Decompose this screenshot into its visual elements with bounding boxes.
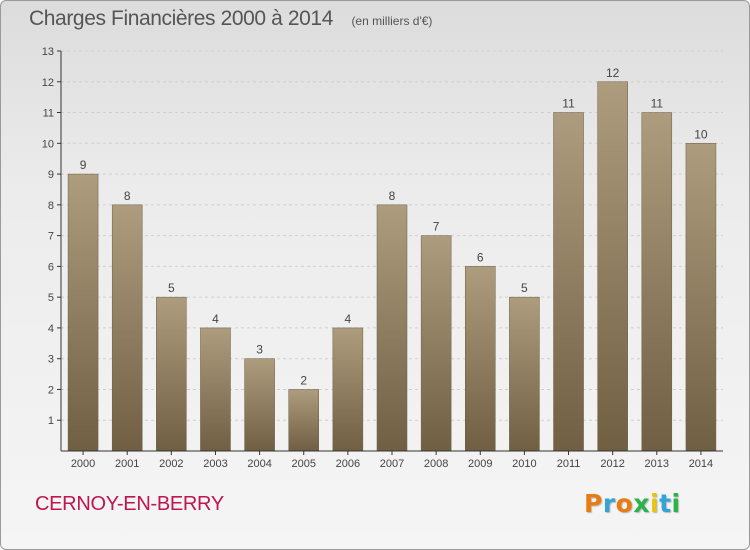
value-label: 5	[168, 281, 175, 295]
y-tick-label: 3	[48, 354, 54, 366]
bar-2001	[111, 204, 143, 452]
x-tick-label: 2010	[512, 458, 536, 470]
logo-letter: i	[671, 489, 681, 518]
value-label: 11	[562, 97, 575, 111]
y-tick-label: 9	[48, 169, 54, 181]
x-tick-label: 2000	[71, 458, 95, 470]
y-tick-label: 8	[48, 200, 54, 212]
value-label: 11	[651, 97, 664, 111]
bar-2014	[685, 143, 717, 452]
value-label: 3	[256, 343, 263, 357]
y-tick-label: 5	[48, 292, 54, 304]
title-row: Charges Financières 2000 à 2014 (en mill…	[29, 7, 432, 31]
commune-name: CERNOY-EN-BERRY	[35, 493, 224, 515]
bar-2011	[553, 112, 584, 452]
bar-2003	[200, 327, 231, 452]
bar-2008	[420, 235, 452, 452]
y-tick-label: 2	[48, 384, 54, 396]
chart-title: Charges Financières 2000 à 2014	[29, 7, 333, 30]
bar-2000	[67, 173, 99, 452]
bars: 9 8 5 4 3 2 4 8 7 6 5 11 12 11 10	[67, 66, 717, 452]
bar-2007	[376, 204, 408, 452]
value-label: 2	[300, 373, 307, 387]
value-label: 5	[521, 281, 528, 295]
y-tick-label: 4	[48, 323, 54, 335]
bar-2013	[641, 112, 673, 452]
value-label: 10	[694, 127, 708, 141]
y-tick-label: 1	[48, 415, 54, 427]
value-label: 4	[345, 312, 352, 326]
x-tick-label: 2008	[424, 458, 448, 470]
value-label: 8	[389, 189, 396, 203]
chart-subtitle: (en milliers d'€)	[351, 14, 433, 28]
x-tick-label: 2013	[645, 458, 669, 470]
logo-letter: x	[633, 489, 650, 518]
value-label: 6	[477, 250, 484, 264]
y-tick-label: 12	[42, 77, 54, 89]
y-tick-label: 13	[42, 46, 54, 58]
y-tick-label: 6	[48, 261, 54, 273]
x-tick-label: 2014	[689, 458, 713, 470]
value-label: 7	[433, 220, 440, 234]
x-tick-label: 2004	[247, 458, 271, 470]
value-label: 4	[212, 312, 219, 326]
value-label: 9	[80, 158, 87, 172]
bar-2005	[288, 389, 319, 452]
bar-2012	[597, 81, 628, 452]
bar-2009	[465, 266, 496, 452]
x-tick-label: 2009	[468, 458, 492, 470]
x-tick-label: 2001	[115, 458, 139, 470]
x-tick-label: 2003	[203, 458, 227, 470]
x-tick-label: 2006	[336, 458, 360, 470]
logo-letter: o	[615, 489, 634, 518]
logo-letter: t	[659, 489, 672, 518]
value-label: 8	[124, 189, 131, 203]
bar-2004	[244, 358, 275, 452]
x-tick-label: 2011	[557, 458, 581, 470]
x-tick-label: 2002	[159, 458, 183, 470]
bar-2010	[509, 296, 540, 452]
bar-2006	[332, 327, 364, 452]
proxiti-logo: Proxiti	[584, 489, 681, 518]
logo-letter: P	[584, 489, 603, 518]
bar-2002	[156, 296, 187, 452]
logo-letter: r	[602, 489, 616, 518]
value-label: 12	[606, 66, 620, 80]
x-tick-label: 2005	[291, 458, 315, 470]
logo-letter: i	[650, 489, 660, 518]
x-tick-label: 2007	[380, 458, 404, 470]
y-tick-label: 7	[48, 231, 54, 243]
y-tick-label: 10	[42, 138, 54, 150]
y-tick-label: 11	[43, 108, 54, 120]
x-tick-label: 2012	[600, 458, 624, 470]
